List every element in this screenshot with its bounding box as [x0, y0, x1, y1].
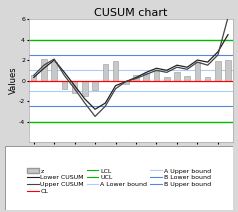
Bar	[154, 71, 159, 81]
Legend: z, Lower CUSUM, Upper CUSUM, CL, LCL, UCL, A Lower bound, A Upper bound, B Lower: z, Lower CUSUM, Upper CUSUM, CL, LCL, UC…	[25, 166, 213, 197]
Title: CUSUM chart: CUSUM chart	[94, 8, 168, 18]
Bar	[164, 77, 169, 81]
Bar	[62, 81, 67, 89]
Bar	[92, 81, 98, 90]
Bar	[72, 81, 77, 93]
Bar	[184, 77, 190, 81]
Bar	[133, 75, 139, 81]
Bar	[215, 61, 221, 81]
Bar	[41, 59, 47, 81]
Bar	[144, 73, 149, 81]
Bar	[31, 75, 36, 81]
Bar	[174, 72, 180, 81]
Bar	[82, 81, 88, 96]
Bar	[123, 81, 129, 84]
Bar	[225, 60, 231, 81]
X-axis label: Observations: Observations	[103, 165, 159, 174]
Bar	[51, 62, 57, 81]
Bar	[205, 77, 210, 81]
FancyBboxPatch shape	[5, 146, 233, 210]
Bar	[113, 61, 118, 81]
Bar	[103, 64, 108, 81]
Y-axis label: Values: Values	[8, 67, 17, 94]
Bar	[195, 62, 200, 81]
